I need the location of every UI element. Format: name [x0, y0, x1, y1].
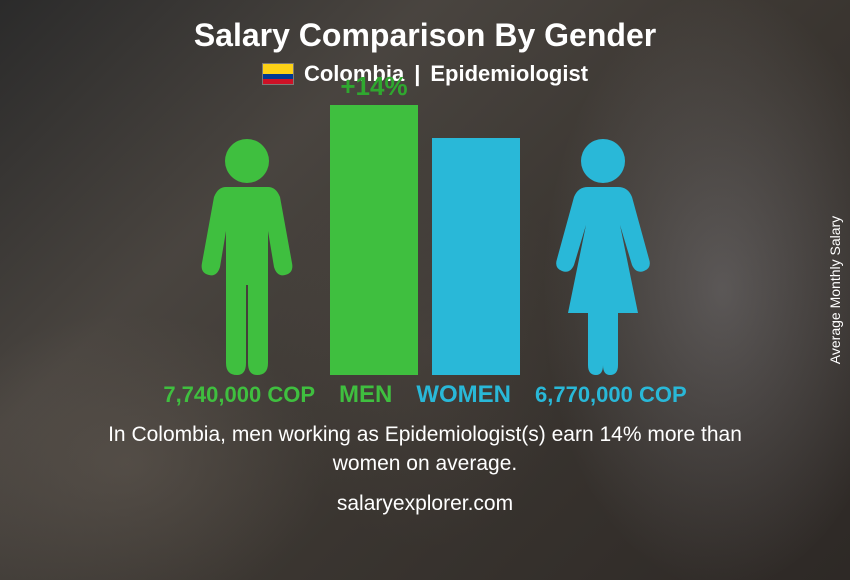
difference-label: +14%	[330, 71, 418, 102]
footer-source: salaryexplorer.com	[337, 492, 513, 516]
side-label-wrap: Average Monthly Salary	[820, 0, 850, 580]
female-figure-icon	[548, 135, 658, 375]
women-figure-col	[548, 135, 658, 375]
men-bar	[330, 105, 418, 375]
men-label: MEN	[339, 381, 392, 409]
men-bar-col	[330, 105, 418, 375]
men-salary: 7,740,000 COP	[163, 382, 315, 408]
flag-stripe-0	[263, 64, 293, 74]
women-bar-col	[432, 138, 520, 375]
page-title: Salary Comparison By Gender	[194, 18, 656, 53]
women-label: WOMEN	[416, 381, 511, 409]
chart-area: +14%	[192, 105, 658, 375]
women-salary: 6,770,000 COP	[535, 382, 687, 408]
subtitle-row: Colombia | Epidemiologist	[262, 61, 588, 87]
men-figure-col	[192, 135, 302, 375]
bars-wrap: +14%	[330, 105, 520, 375]
male-figure-icon	[192, 135, 302, 375]
caption: In Colombia, men working as Epidemiologi…	[85, 421, 765, 478]
side-axis-label: Average Monthly Salary	[827, 216, 843, 364]
colombia-flag-icon	[262, 63, 294, 85]
subtitle-job: Epidemiologist	[430, 61, 588, 87]
flag-stripe-2	[263, 79, 293, 84]
women-bar	[432, 138, 520, 375]
labels-row: 7,740,000 COP MEN WOMEN 6,770,000 COP	[45, 381, 805, 409]
